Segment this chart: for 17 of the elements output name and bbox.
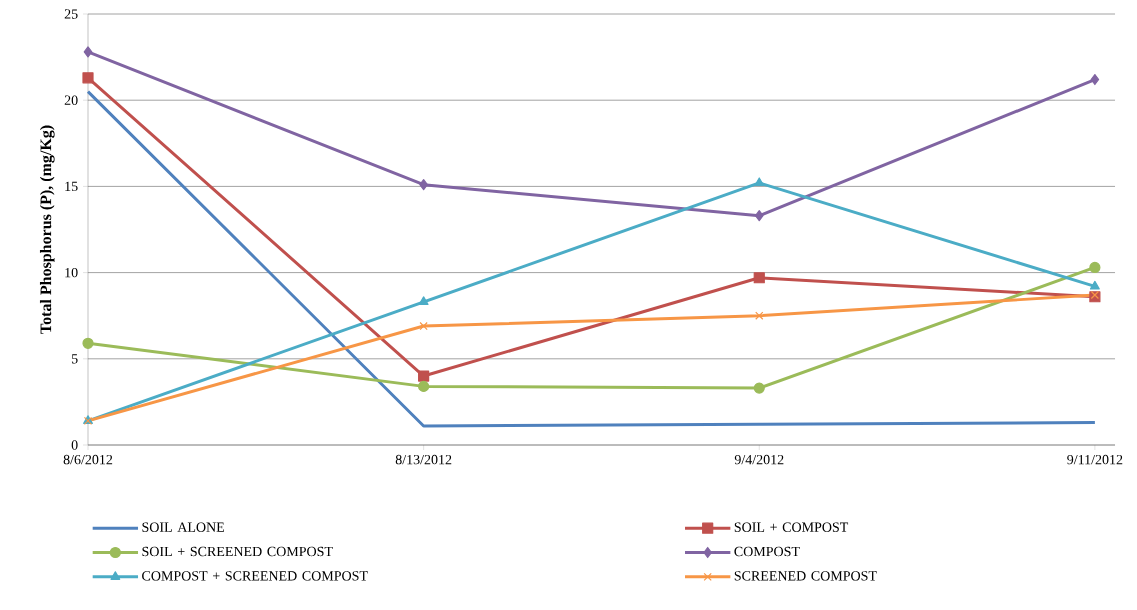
legend-label: COMPOST + SCREENED COMPOST — [142, 571, 368, 581]
y-tick-label: 15 — [65, 181, 78, 192]
x-tick-label: 8/6/2012 — [63, 454, 113, 465]
y-axis-title: Total Phosphorus (P), (mg/Kg) — [39, 125, 55, 334]
y-tick-label: 5 — [71, 354, 78, 364]
legend-label: SOIL + SCREENED COMPOST — [142, 546, 333, 557]
y-tick-label: 0 — [71, 440, 78, 450]
legend-label: COMPOST — [734, 546, 800, 557]
legend-label: SCREENED COMPOST — [734, 571, 877, 581]
x-tick-label: 9/4/2012 — [734, 454, 784, 465]
x-tick-label: 9/11/2012 — [1067, 454, 1123, 465]
y-tick-label: 20 — [64, 95, 78, 105]
x-tick-label: 8/13/2012 — [395, 454, 452, 465]
legend-label: SOIL ALONE — [142, 522, 225, 532]
y-tick-label: 25 — [64, 9, 78, 19]
legend-label: SOIL + COMPOST — [734, 522, 849, 532]
y-tick-label: 10 — [65, 267, 78, 278]
